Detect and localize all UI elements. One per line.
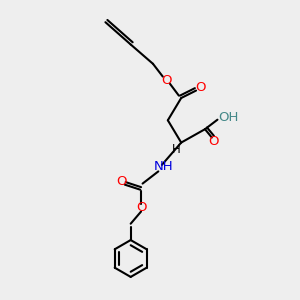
Text: O: O xyxy=(161,74,172,87)
Text: O: O xyxy=(195,81,206,94)
Text: O: O xyxy=(136,202,146,214)
Text: O: O xyxy=(209,135,219,148)
Text: H: H xyxy=(172,142,180,156)
Text: NH: NH xyxy=(154,160,173,173)
Text: O: O xyxy=(116,175,127,188)
Text: OH: OH xyxy=(218,111,239,124)
